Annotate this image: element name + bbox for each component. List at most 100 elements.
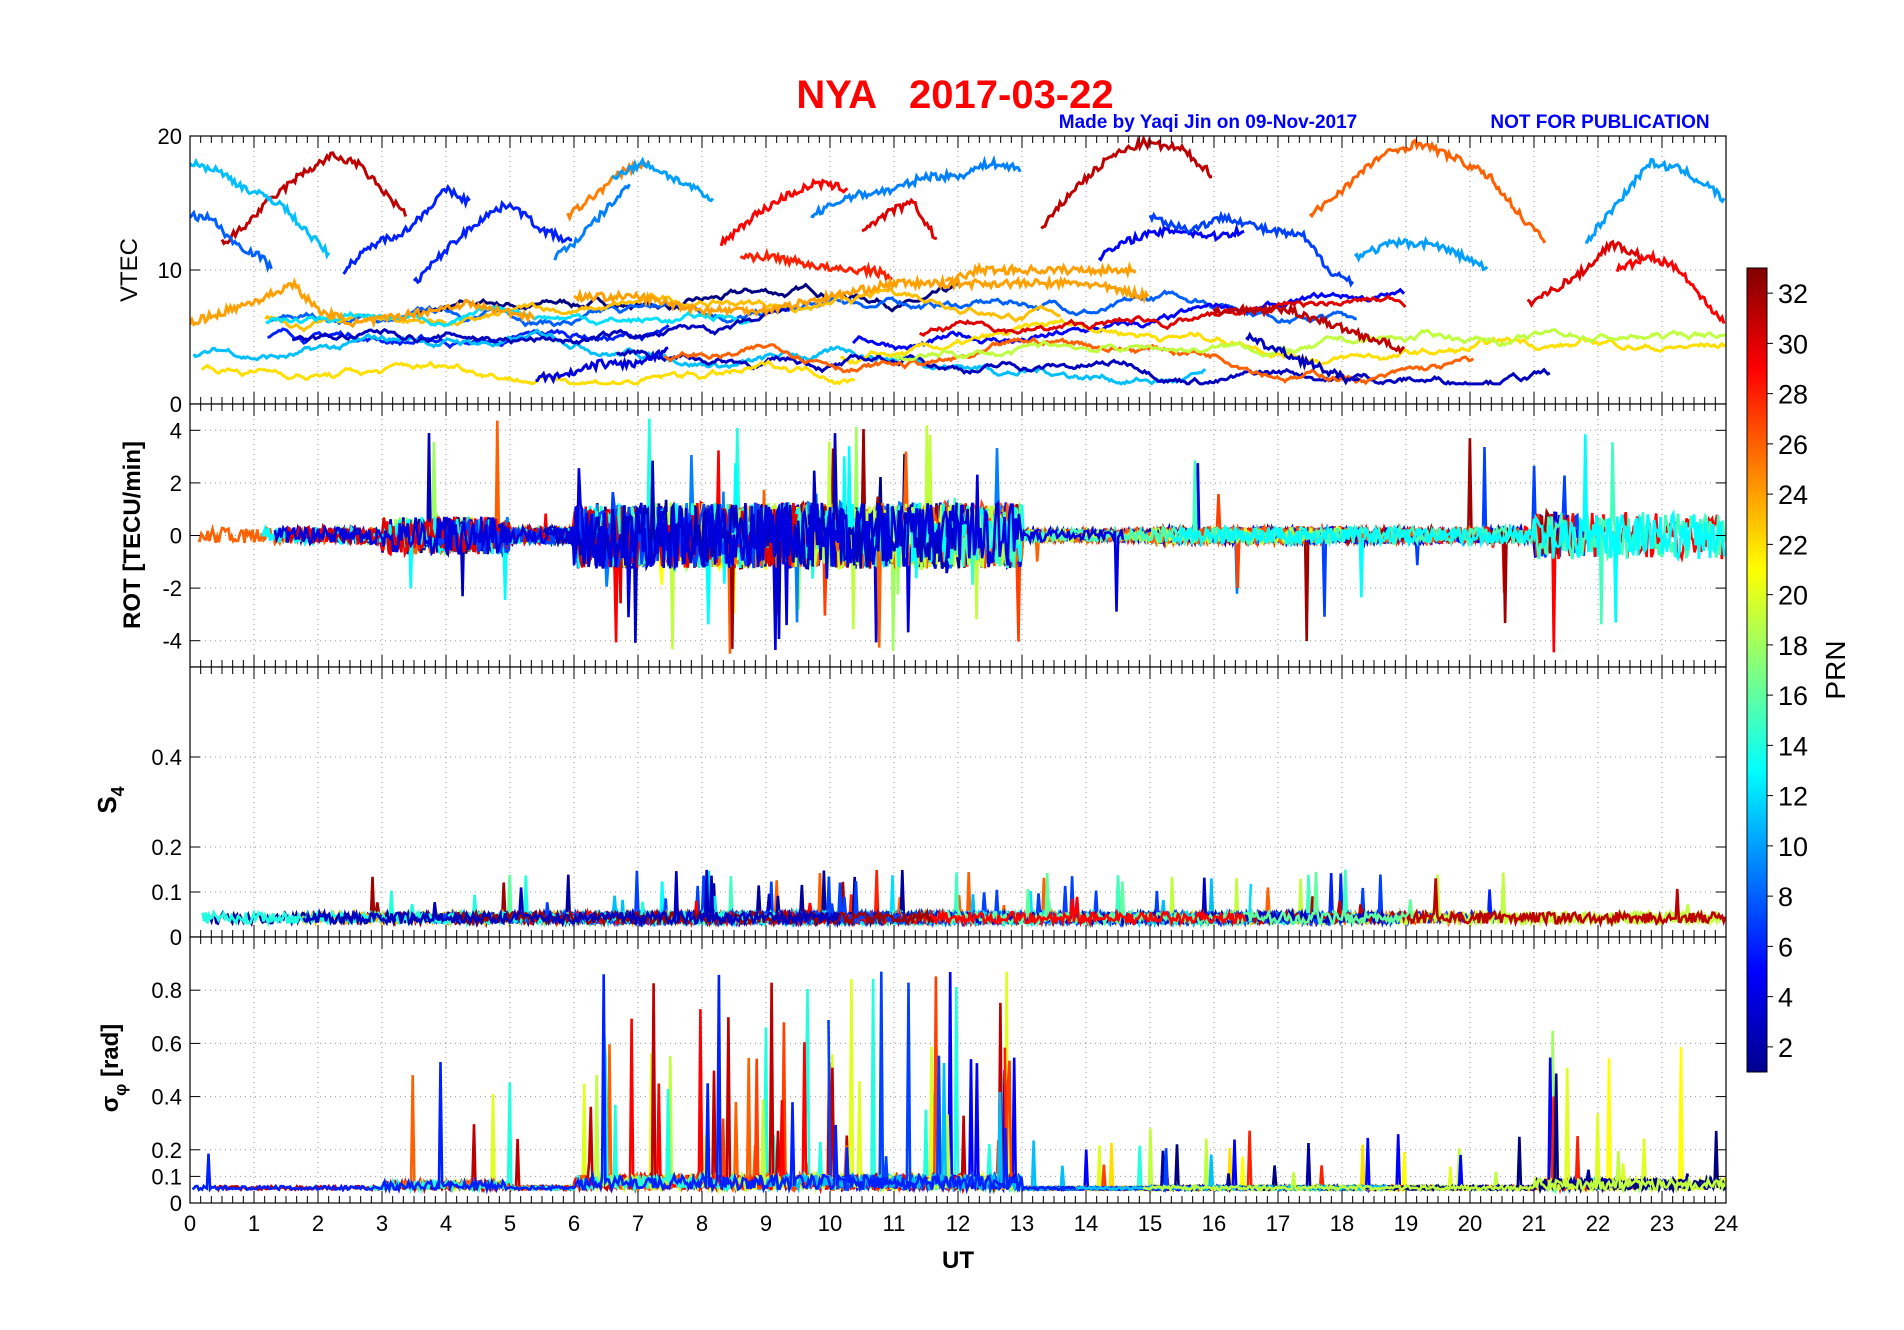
vtec-trace [945,261,1137,286]
vtec-trace [553,183,631,261]
colorbar-tick-label: 10 [1778,832,1808,862]
colorbar-tick-label: 2 [1778,1033,1793,1063]
colorbar-tick-label: 14 [1778,731,1808,761]
x-tick-label: 14 [1074,1211,1098,1236]
x-tick-label: 10 [818,1211,842,1236]
vtec-trace [220,151,408,246]
colorbar-tick-label: 24 [1778,480,1808,510]
vtec-trace [1212,302,1406,355]
data-traces [197,418,1726,654]
s4-ylabel-main: S [92,796,122,813]
y-tick-label: 10 [158,258,182,283]
x-tick-label: 8 [696,1211,708,1236]
vtec-trace [342,183,471,275]
vtec-trace [1148,210,1355,288]
vtec-trace [919,294,1407,337]
rot-trace [947,442,1726,625]
vtec-trace [412,199,573,285]
s4-trace [302,871,841,928]
vtec-trace [535,346,669,385]
colorbar-tick-label: 4 [1778,983,1793,1013]
x-tick-label: 9 [760,1211,772,1236]
vtec-trace [265,303,751,328]
x-tick-label: 24 [1714,1211,1738,1236]
chart-title: NYA 2017-03-22 [796,73,1113,117]
credit-text: Made by Yaqi Jin on 09-Nov-2017 [1059,112,1357,133]
vtec-trace [190,157,331,260]
x-tick-label: 5 [504,1211,516,1236]
vtec-trace [893,327,1726,362]
colorbar-tick-label: 22 [1778,530,1808,560]
data-traces [190,136,1726,386]
y-tick-label: 2 [170,471,182,496]
vtec-trace [1526,239,1642,308]
colorbar-label: PRN [1820,640,1851,699]
rot-trace [273,468,1125,618]
x-tick-label: 3 [376,1211,388,1236]
y-tick-label: -4 [162,629,182,654]
rot-trace [1171,434,1726,623]
sigma-ylabel-main: σ [97,1096,124,1112]
x-tick-label: 0 [184,1211,196,1236]
x-tick-label: 4 [440,1211,452,1236]
vtec-trace [739,247,894,282]
colorbar-gradient [1746,267,1768,1073]
data-traces [191,971,1726,1195]
colorbar-tick-label: 6 [1778,932,1793,962]
x-axis-label: UT [942,1247,974,1274]
y-tick-label: 0.6 [151,1031,182,1056]
vtec-trace [1245,331,1361,386]
vtec-trace [411,281,959,317]
x-tick-label: 12 [946,1211,970,1236]
x-tick-label: 21 [1522,1211,1546,1236]
y-tick-label: 0 [170,925,182,950]
vtec-trace [264,286,1062,333]
x-tick-label: 11 [883,1211,906,1236]
y-tick-label: 0.4 [151,1085,182,1110]
x-tick-label: 13 [1010,1211,1034,1236]
vtec-trace [1585,157,1726,244]
x-tick-label: 2 [312,1211,324,1236]
x-tick-label: 20 [1458,1211,1482,1236]
x-tick-label: 6 [568,1211,580,1236]
y-tick-label: -2 [162,576,182,601]
vtec-panel: 0 10 20 [158,124,1727,417]
colorbar-tick-label: 26 [1778,430,1808,460]
sigma-ylabel-sub: φ [111,1084,130,1096]
s4-ylabel: S4 [92,786,128,813]
colorbar-tick-label: 28 [1778,380,1808,410]
data-traces [201,869,1726,929]
y-tick-label: 0.2 [151,1138,182,1163]
x-tick-label: 17 [1266,1211,1290,1236]
sigma-ylabel: σφ [rad] [97,1024,130,1113]
s4-trace [1197,878,1726,928]
vtec-trace [840,317,1726,367]
colorbar-tick-label: 30 [1778,329,1808,359]
x-tick-label: 18 [1330,1211,1354,1236]
vtec-trace [810,154,1022,219]
colorbar-tick-label: 32 [1778,279,1808,309]
colorbar-tick-label: 8 [1778,882,1793,912]
x-tick-label: 23 [1650,1211,1674,1236]
x-tick-label: 15 [1138,1211,1162,1236]
y-tick-label: 0.8 [151,978,182,1003]
vtec-trace [200,358,856,386]
y-tick-label: 0.1 [151,1164,182,1189]
sigma-phi-panel: 00.10.20.40.60.80 1 2 3 4 5 6 7 8 9 10 11 12 13 14 15 16… [151,936,1738,1236]
vtec-trace [861,197,938,241]
vtec-trace [269,289,1357,328]
vtec-trace [190,209,273,274]
vtec-trace [719,177,849,247]
x-tick-label: 22 [1586,1211,1610,1236]
vtec-trace [1040,136,1213,230]
vtec-trace [192,328,1207,386]
vtec-trace [291,306,791,346]
colorbar-tick-label: 18 [1778,631,1808,661]
vtec-trace [1097,222,1245,262]
s4-panel: 0 0.1 0.2 0.4 [151,666,1727,950]
s4-ylabel-sub: 4 [108,786,128,796]
y-tick-label: 4 [170,418,182,443]
x-tick-label: 16 [1202,1211,1226,1236]
